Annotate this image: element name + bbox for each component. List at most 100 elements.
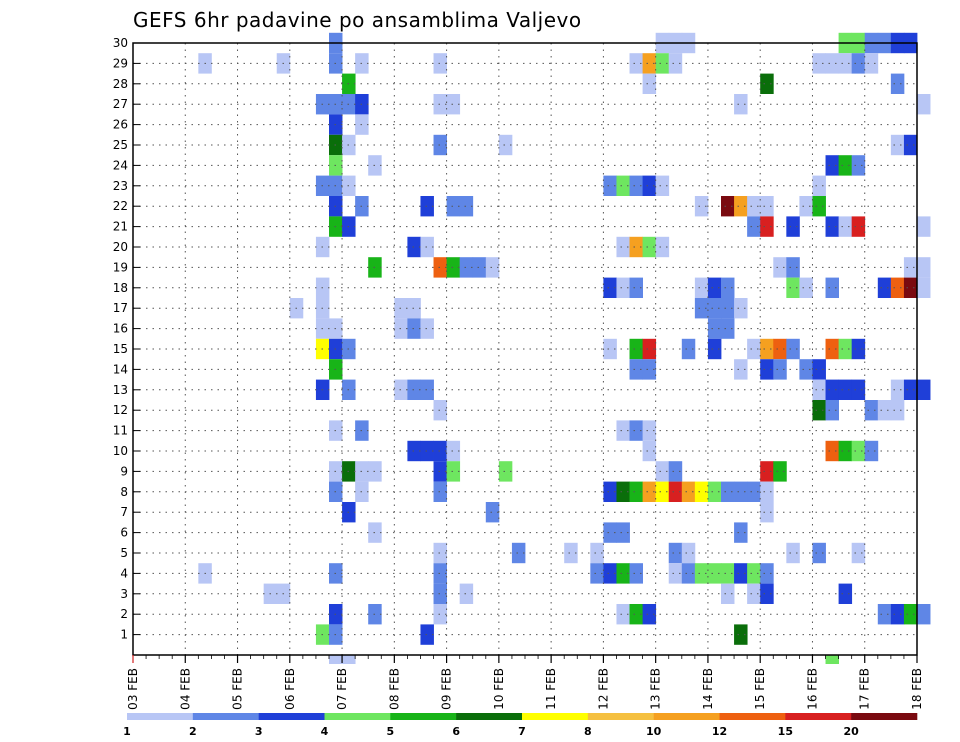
heatmap-cell <box>603 563 617 584</box>
heatmap-cell <box>877 604 892 625</box>
heatmap-cell <box>681 542 696 564</box>
heatmap-cell <box>773 461 787 482</box>
heatmap-cell <box>603 277 617 298</box>
chart-title: GEFS 6hr padavine po ansamblima Valjevo <box>133 8 582 32</box>
heatmap-cell <box>825 155 839 176</box>
heatmap-cell <box>433 481 447 502</box>
heatmap-cell <box>747 563 761 584</box>
colorbar-label: 2 <box>189 725 197 738</box>
heatmap-cell <box>616 277 630 298</box>
heatmap-cell <box>903 379 918 400</box>
heatmap-cell <box>681 481 696 502</box>
heatmap-cell <box>734 481 748 502</box>
heatmap-cell <box>799 359 813 380</box>
heatmap-cell <box>629 563 643 584</box>
heatmap-cell <box>877 277 892 298</box>
heatmap-cell <box>694 481 709 502</box>
heatmap-cell <box>433 542 447 564</box>
heatmap-cell <box>890 400 905 421</box>
heatmap-cell <box>812 542 826 564</box>
heatmap-cell <box>629 175 643 196</box>
x-tick-label: 05 FEB <box>231 668 245 710</box>
heatmap-cell <box>433 563 447 584</box>
heatmap-cell <box>734 94 748 115</box>
heatmap-cell <box>786 257 800 278</box>
x-tick-label: 06 FEB <box>283 668 297 710</box>
heatmap-cell <box>760 359 774 380</box>
heatmap-cell <box>616 481 630 502</box>
colorbar-swatch <box>785 713 852 720</box>
heatmap-cell <box>655 175 670 196</box>
heatmap-cell <box>747 583 761 604</box>
heatmap-cell <box>890 379 905 400</box>
heatmap-cell <box>511 542 526 564</box>
heatmap-cell <box>616 175 630 196</box>
heatmap-cell <box>694 298 709 319</box>
colorbar-swatch <box>653 713 720 720</box>
heatmap-cell <box>642 53 657 74</box>
colorbar-swatch <box>258 713 325 720</box>
y-tick-label: 9 <box>120 464 128 478</box>
heatmap-cell <box>760 216 774 237</box>
heatmap-cell <box>838 440 853 462</box>
heatmap-cell <box>629 53 643 74</box>
x-tick-label: 18 FEB <box>910 668 924 710</box>
heatmap-cell <box>903 604 918 625</box>
heatmap-cell <box>420 236 434 258</box>
heatmap-cell <box>655 236 670 258</box>
heatmap-cell <box>890 134 905 156</box>
y-tick-label: 25 <box>113 138 128 152</box>
heatmap-cell <box>760 73 774 94</box>
heatmap-cell <box>407 318 421 339</box>
heatmap-cell <box>407 298 421 319</box>
heatmap-cell <box>394 379 408 400</box>
heatmap-cell <box>329 655 343 664</box>
y-tick-label: 14 <box>113 362 128 376</box>
heatmap-cell <box>721 196 735 217</box>
heatmap-cell <box>420 440 434 462</box>
y-tick-label: 21 <box>113 220 128 234</box>
heatmap-cell <box>616 604 630 625</box>
heatmap-cell <box>773 359 787 380</box>
heatmap-cell <box>707 563 722 584</box>
colorbar-swatch <box>192 713 259 720</box>
heatmap-cell <box>472 257 487 278</box>
heatmap-cell <box>590 563 604 584</box>
heatmap-cell <box>760 563 774 584</box>
x-tick-label: 03 FEB <box>126 668 140 710</box>
heatmap-cell <box>433 53 447 74</box>
heatmap-cell <box>642 359 657 380</box>
colorbar-swatch <box>719 713 786 720</box>
heatmap-cell <box>890 604 905 625</box>
colorbar-label: 10 <box>646 725 662 738</box>
heatmap-cell <box>498 134 513 156</box>
heatmap-cell <box>642 73 657 94</box>
heatmap-cell <box>903 257 918 278</box>
heatmap-cell <box>420 379 434 400</box>
heatmap-cell <box>498 461 513 482</box>
heatmap-cell <box>760 481 774 502</box>
heatmap-cell <box>825 440 839 462</box>
y-tick-label: 8 <box>120 485 128 499</box>
heatmap-cell <box>760 502 774 523</box>
heatmap-cell <box>786 542 800 564</box>
heatmap-cell <box>760 196 774 217</box>
colorbar-label: 7 <box>518 725 526 738</box>
y-tick-label: 3 <box>120 587 128 601</box>
heatmap-cell <box>655 53 670 74</box>
heatmap-cell <box>629 277 643 298</box>
heatmap-cell <box>707 481 722 502</box>
heatmap-cell <box>485 502 500 523</box>
heatmap-cell <box>433 94 447 115</box>
heatmap-cell <box>681 563 696 584</box>
heatmap-cell <box>917 94 931 115</box>
x-tick-label: 11 FEB <box>544 668 558 710</box>
heatmap-cell <box>668 542 683 564</box>
heatmap-cell <box>721 298 735 319</box>
heatmap-cell <box>707 298 722 319</box>
y-tick-label: 29 <box>113 56 128 70</box>
heatmap-cell <box>603 481 617 502</box>
heatmap-cell <box>433 604 447 625</box>
x-tick-label: 15 FEB <box>753 668 767 710</box>
y-tick-label: 24 <box>113 158 128 172</box>
